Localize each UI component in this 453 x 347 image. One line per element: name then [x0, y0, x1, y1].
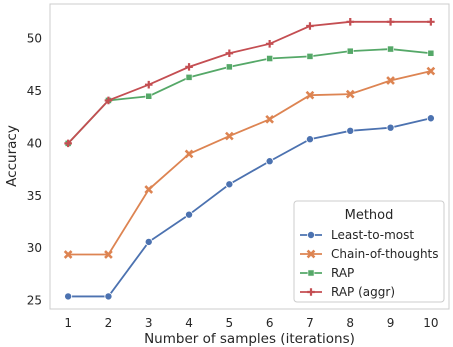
legend-item: Chain-of-thoughts — [300, 247, 439, 261]
legend-item: Least-to-most — [300, 228, 414, 242]
x-tick-label: 5 — [226, 316, 234, 330]
y-tick-label: 35 — [27, 189, 42, 203]
x-tick-label: 3 — [145, 316, 153, 330]
x-tick-label: 8 — [346, 316, 354, 330]
data-point — [104, 96, 113, 105]
data-point — [386, 123, 395, 132]
data-point — [387, 45, 394, 53]
data-point — [185, 210, 194, 219]
x-tick-label: 9 — [387, 316, 395, 330]
data-point — [427, 18, 435, 26]
legend-box — [293, 200, 445, 303]
data-point — [64, 139, 72, 148]
legend-label: RAP (aggr) — [331, 285, 395, 299]
data-point — [346, 18, 355, 26]
y-axis-label: Accuracy — [4, 125, 20, 187]
data-point — [63, 250, 73, 259]
y-tick-label: 30 — [27, 241, 42, 255]
data-point — [386, 76, 395, 85]
series-line — [68, 117, 432, 298]
series — [64, 114, 435, 301]
legend-title: Method — [345, 208, 394, 223]
data-point — [265, 157, 274, 166]
data-point — [345, 89, 355, 99]
plot-frame — [49, 3, 450, 310]
legend-label: Chain-of-thoughts — [331, 247, 439, 261]
x-tick-label: 4 — [185, 316, 193, 330]
y-axis-ticks: 25 30 35 40 45 50 — [27, 32, 42, 308]
x-tick-label: 6 — [266, 316, 274, 330]
series-layer — [63, 18, 436, 301]
data-point — [306, 53, 314, 60]
y-tick-label: 50 — [27, 32, 42, 46]
y-tick-label: 40 — [27, 136, 42, 150]
legend-label: Least-to-most — [331, 228, 414, 242]
x-axis-ticks: 1 2 3 4 5 6 7 8 9 10 — [64, 316, 438, 330]
data-point — [386, 18, 395, 26]
legend-swatch-marker — [306, 230, 315, 239]
legend-item: RAP (aggr) — [300, 285, 395, 299]
data-point — [265, 40, 274, 48]
data-point — [104, 292, 113, 301]
series — [63, 66, 436, 259]
data-point — [185, 63, 193, 71]
data-point — [266, 55, 274, 62]
legend-swatch-marker — [307, 269, 315, 277]
data-point — [346, 47, 354, 55]
series-line — [68, 70, 432, 256]
data-point — [145, 92, 153, 100]
data-point — [225, 63, 233, 71]
x-tick-label: 2 — [105, 316, 113, 330]
y-tick-label: 45 — [27, 84, 42, 98]
series — [64, 18, 435, 148]
legend: Method Least-to-most Chain-of-thoughts RAP… — [293, 200, 445, 303]
data-point — [265, 114, 274, 124]
data-point — [305, 135, 314, 144]
data-point — [144, 237, 153, 246]
data-point — [346, 126, 355, 135]
data-point — [104, 250, 113, 259]
x-axis-label: Number of samples (iterations) — [144, 331, 355, 347]
data-point — [426, 66, 436, 76]
legend-swatch-marker — [306, 249, 316, 259]
data-point — [426, 114, 435, 123]
x-tick-label: 1 — [64, 316, 72, 330]
series-line — [67, 48, 431, 145]
y-tick-label: 25 — [27, 294, 42, 308]
x-tick-label: 10 — [423, 316, 438, 330]
legend-swatch-marker — [307, 288, 315, 296]
data-point — [305, 90, 315, 100]
data-point — [184, 149, 194, 159]
legend-items: Least-to-most Chain-of-thoughts RAP RAP (ag… — [300, 228, 439, 299]
data-point — [225, 131, 234, 141]
legend-item: RAP — [300, 266, 354, 280]
x-tick-label: 7 — [306, 316, 314, 330]
data-point — [185, 74, 193, 81]
data-point — [427, 49, 435, 57]
series-line — [67, 20, 431, 145]
data-point — [306, 22, 314, 30]
data-point — [225, 49, 234, 58]
data-point — [64, 292, 73, 301]
legend-label: RAP — [331, 266, 354, 280]
data-point — [144, 80, 153, 89]
data-point — [144, 185, 154, 194]
data-point — [225, 180, 234, 189]
